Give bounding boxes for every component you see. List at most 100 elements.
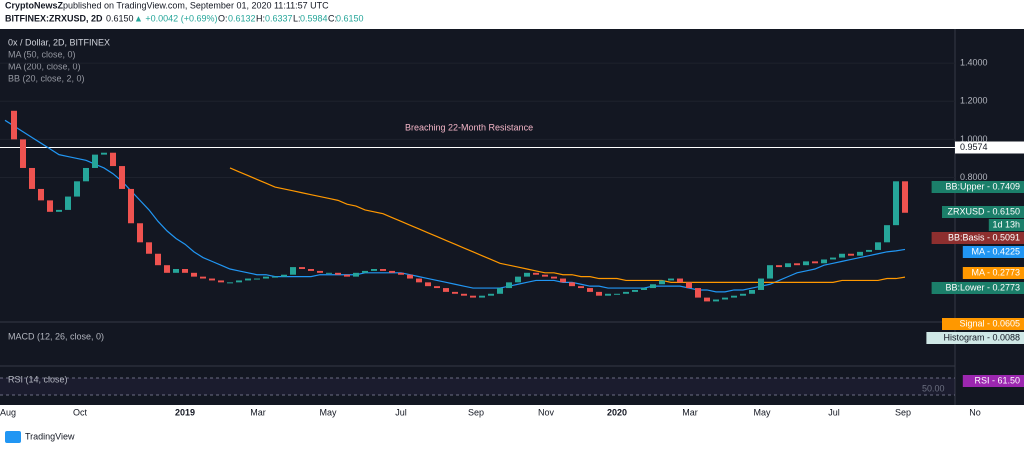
candle <box>839 253 845 258</box>
candle <box>308 269 314 271</box>
candle <box>830 257 836 260</box>
candle <box>425 282 431 287</box>
x-tick-label: Jul <box>395 407 407 417</box>
candle <box>902 181 908 213</box>
candle <box>56 209 62 212</box>
candle <box>641 288 647 290</box>
candle <box>155 253 161 266</box>
x-tick-label: Sep <box>895 407 911 417</box>
candle <box>110 152 116 167</box>
candle <box>29 167 35 189</box>
candle <box>650 284 656 289</box>
plot-area <box>0 29 1024 405</box>
candle <box>731 295 737 298</box>
last-price: 0.6150 <box>106 13 134 23</box>
candle <box>722 297 728 300</box>
candle <box>92 154 98 168</box>
candle <box>794 263 800 266</box>
candle <box>632 289 638 292</box>
candle <box>587 288 593 292</box>
x-tick-label: Mar <box>682 407 698 417</box>
publisher: CryptoNewsZ <box>5 0 64 10</box>
x-tick-label: 2019 <box>175 407 195 417</box>
price-tag <box>931 232 1024 244</box>
price-tag-text: 1d 13h <box>992 219 1020 229</box>
candle <box>38 188 44 201</box>
ohlc-value: 0.5984 <box>300 13 328 23</box>
candle <box>164 265 170 273</box>
ohlc-value: 0.6132 <box>228 13 256 23</box>
candle <box>263 276 269 279</box>
candle <box>884 225 890 243</box>
rsi-level: 50.00 <box>922 383 945 393</box>
x-tick-label: 2020 <box>607 407 627 417</box>
candle <box>74 181 80 197</box>
candle <box>812 261 818 264</box>
price-tag-text: MA - 0.2773 <box>971 267 1020 277</box>
rsi-tag <box>962 375 1024 387</box>
candle <box>119 166 125 189</box>
symbol: BITFINEX:ZRXUSD, 2D <box>5 13 103 23</box>
y-tick-label: 1.0000 <box>960 134 988 144</box>
ohlc-value: 0.6150 <box>336 13 364 23</box>
annotation: Breaching 22-Month Resistance <box>405 122 533 132</box>
candle <box>515 276 521 283</box>
candle <box>461 293 467 296</box>
candle <box>875 242 881 250</box>
candle <box>371 269 377 271</box>
candle <box>20 139 26 168</box>
candle <box>857 251 863 256</box>
resistance-label: 0.9574 <box>960 142 988 152</box>
price-tag <box>988 219 1024 231</box>
x-tick-label: Sep <box>468 407 484 417</box>
price-tag-text: ZRXUSD - 0.6150 <box>947 206 1020 216</box>
rsi-background <box>0 378 955 395</box>
candle <box>416 278 422 283</box>
ma-line <box>229 167 906 283</box>
candle <box>668 278 674 281</box>
candle <box>83 167 89 182</box>
legend-entry: MA (200, close, 0) <box>8 61 81 71</box>
candle <box>434 286 440 289</box>
candle <box>281 274 287 277</box>
candle <box>344 274 350 277</box>
candle <box>749 289 755 294</box>
price-tag <box>931 181 1024 193</box>
x-tick-label: Oct <box>73 407 88 417</box>
candle <box>65 196 71 210</box>
candle <box>596 291 602 296</box>
resistance-tag <box>955 141 1024 154</box>
candle <box>335 272 341 275</box>
histogram-tag-text: Histogram - 0.0088 <box>943 332 1020 342</box>
candle <box>704 297 710 302</box>
macd-label: MACD (12, 26, close, 0) <box>8 331 104 341</box>
candle <box>407 274 413 279</box>
y-tick-label: 1.4000 <box>960 57 988 67</box>
candle <box>479 295 485 298</box>
candle <box>767 265 773 279</box>
candle <box>218 280 224 283</box>
candle <box>101 152 107 155</box>
x-tick-label: Aug <box>0 407 16 417</box>
candle <box>326 272 332 274</box>
legend-entry: BB (20, close, 2, 0) <box>8 73 85 83</box>
x-tick-label: Nov <box>538 407 555 417</box>
candle <box>524 272 530 277</box>
signal-tag-text: Signal - 0.0605 <box>959 318 1020 328</box>
candle <box>236 280 242 283</box>
ohlc-label: O: <box>218 13 228 23</box>
candle <box>569 282 575 287</box>
price-tag-text: MA - 0.4225 <box>971 246 1020 256</box>
x-tick-label: May <box>319 407 337 417</box>
price-tag <box>942 206 1024 218</box>
ticker-line: BITFINEX:ZRXUSD, 2D 0.6150 ▲ +0.0042 (+0… <box>5 13 364 23</box>
candle <box>272 276 278 278</box>
candle <box>128 188 134 224</box>
candle <box>173 269 179 273</box>
candle <box>254 278 260 280</box>
candle <box>758 278 764 290</box>
x-tick-label: May <box>753 407 771 417</box>
candle <box>470 295 476 298</box>
